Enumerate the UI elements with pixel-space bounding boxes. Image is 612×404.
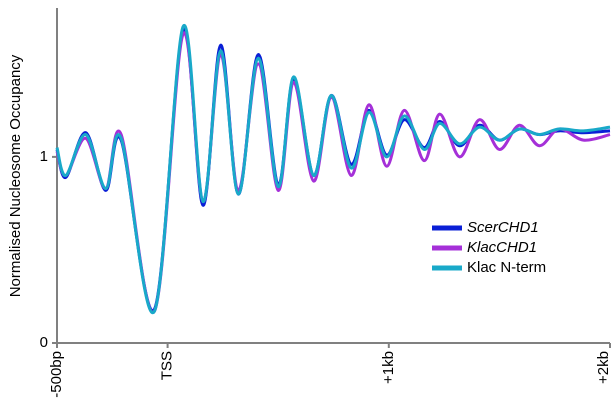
- y-axis-label: Normalised Nucleosome Occupancy: [7, 54, 24, 297]
- x-tick-label: +2kb: [595, 351, 612, 384]
- y-tick-label: 1: [40, 148, 48, 165]
- y-tick-label: 0: [40, 334, 48, 351]
- legend-label: ScerCHD1: [467, 219, 539, 236]
- legend-label: KlacCHD1: [467, 239, 537, 256]
- legend-label: Klac N-term: [467, 259, 546, 276]
- series-line: [55, 24, 611, 315]
- x-tick-label: +1kb: [380, 351, 397, 384]
- x-tick-label: -500bp: [48, 351, 65, 398]
- x-tick-label: TSS: [159, 351, 176, 380]
